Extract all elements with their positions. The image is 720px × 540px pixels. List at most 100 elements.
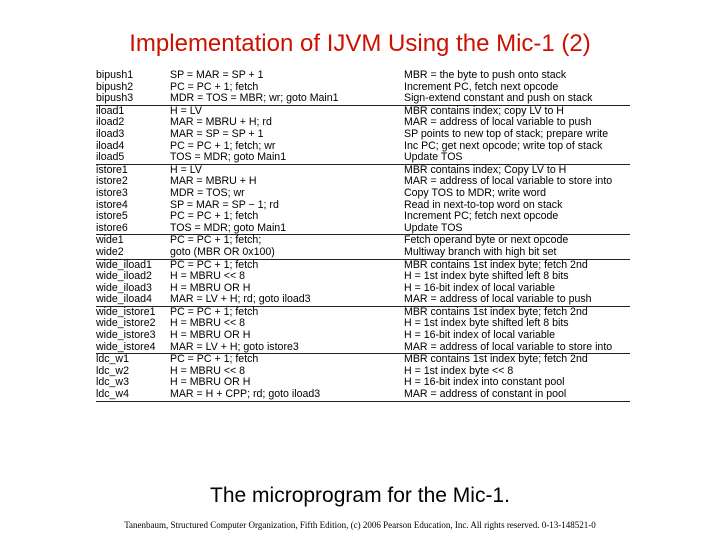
operations-cell: PC = PC + 1; fetch <box>170 258 259 271</box>
comment-cell: H = 16-bit index into constant pool <box>404 376 565 389</box>
operations-cell: PC = PC + 1; fetch <box>170 305 259 318</box>
operations-cell: H = LV <box>170 104 202 117</box>
label-cell: ldc_w2 <box>96 364 129 377</box>
comment-cell: Update TOS <box>404 151 463 164</box>
operations-cell: PC = PC + 1; fetch <box>170 353 259 366</box>
label-cell: wide2 <box>96 245 124 258</box>
operations-cell: MAR = MBRU + H; rd <box>170 116 272 129</box>
operations-cell: PC = PC + 1; fetch <box>170 80 259 93</box>
label-cell: wide_istore2 <box>96 317 156 330</box>
comment-cell: Sign-extend constant and push on stack <box>404 92 593 105</box>
table-row: wide_istore2 H = MBRU << 8 H = 1st index b… <box>96 318 630 330</box>
table-row: istore4 SP = MAR = SP − 1; rd Read in next… <box>96 198 630 212</box>
table-row: wide_istore1 PC = PC + 1; fetch MBR contai… <box>96 305 630 319</box>
table-row: wide_iload2 H = MBRU << 8 H = 1st index by… <box>96 270 630 283</box>
operations-cell: goto (MBR OR 0x100) <box>170 245 275 258</box>
operations-cell: H = MBRU << 8 <box>170 364 246 377</box>
label-cell: bipush1 <box>96 69 134 81</box>
comment-cell: MAR = address of local variable to store… <box>404 340 613 353</box>
comment-cell: H = 1st index byte << 8 <box>404 364 514 377</box>
label-cell: wide_iload4 <box>96 293 152 306</box>
label-cell: istore6 <box>96 221 128 234</box>
label-cell: iload5 <box>96 151 125 164</box>
table-row: istore6 TOS = MDR; goto Main1 Update TOS <box>96 221 630 235</box>
label-cell: iload2 <box>96 116 125 129</box>
operations-cell: MAR = SP = SP + 1 <box>170 127 264 140</box>
label-cell: iload1 <box>96 104 125 117</box>
table-row: istore3 MDR = TOS; wr Copy TOS to MDR; wri… <box>96 186 630 200</box>
table-row: istore5 PC = PC + 1; fetch Increment PC; f… <box>96 211 630 223</box>
table-row: bipush2 PC = PC + 1; fetch Increment PC, f… <box>96 80 630 94</box>
operations-cell: H = MBRU OR H <box>170 329 251 342</box>
comment-cell: H = 1st index byte shifted left 8 bits <box>404 270 569 283</box>
comment-cell: MAR = address of local variable to store… <box>404 175 613 188</box>
comment-cell: Increment PC; fetch next opcode <box>404 210 559 223</box>
label-cell: wide_istore3 <box>96 329 156 342</box>
instruction-group: wide_istore1 PC = PC + 1; fetch MBR contai… <box>96 305 630 355</box>
comment-cell: MBR contains index; Copy LV to H <box>404 163 567 176</box>
operations-cell: PC = PC + 1; fetch; <box>170 234 262 247</box>
label-cell: istore5 <box>96 210 128 223</box>
operations-cell: H = MBRU << 8 <box>170 270 246 283</box>
operations-cell: SP = MAR = SP + 1 <box>170 69 264 81</box>
comment-cell: H = 16-bit index of local variable <box>404 329 556 342</box>
operations-cell: MDR = TOS = MBR; wr; goto Main1 <box>170 92 339 105</box>
instruction-group: wide1 PC = PC + 1; fetch; Fetch operand by… <box>96 234 630 260</box>
microprogram-table: bipush1 SP = MAR = SP + 1 MBR = the byte t… <box>96 69 630 402</box>
table-row: ldc_w3 H = MBRU OR H H = 16-bit index into… <box>96 377 630 389</box>
table-row: wide_istore3 H = MBRU OR H H = 16-bit inde… <box>96 329 630 342</box>
label-cell: ldc_w1 <box>96 353 129 366</box>
label-cell: iload3 <box>96 127 125 140</box>
comment-cell: MBR contains index; copy LV to H <box>404 104 564 117</box>
figure-caption: The microprogram for the Mic-1. <box>210 484 510 507</box>
label-cell: bipush2 <box>96 80 134 93</box>
comment-cell: Inc PC; get next opcode; write top of st… <box>404 139 603 152</box>
comment-cell: Update TOS <box>404 221 463 234</box>
label-cell: wide_istore1 <box>96 305 156 318</box>
label-cell: bipush3 <box>96 92 134 105</box>
operations-cell: MDR = TOS; wr <box>170 186 245 199</box>
operations-cell: MAR = LV + H; goto istore3 <box>170 340 299 353</box>
comment-cell: H = 16-bit index of local variable <box>404 281 556 294</box>
comment-cell: Copy TOS to MDR; write word <box>404 186 547 199</box>
table-row: wide_iload4 MAR = LV + H; rd; goto iload3… <box>96 294 630 306</box>
table-row: iload2 MAR = MBRU + H; rd MAR = address of… <box>96 117 630 129</box>
operations-cell: PC = PC + 1; fetch <box>170 210 259 223</box>
label-cell: istore4 <box>96 198 128 211</box>
table-row: bipush1 SP = MAR = SP + 1 MBR = the byte t… <box>96 69 630 82</box>
operations-cell: SP = MAR = SP − 1; rd <box>170 198 279 211</box>
copyright-footer: Tanenbaum, Structured Computer Organizat… <box>124 520 596 530</box>
comment-cell: MAR = address of constant in pool <box>404 388 567 401</box>
comment-cell: SP points to new top of stack; prepare w… <box>404 127 609 140</box>
label-cell: istore3 <box>96 186 128 199</box>
slide-title: Implementation of IJVM Using the Mic-1 (… <box>129 30 591 57</box>
label-cell: wide_iload2 <box>96 270 152 283</box>
instruction-group: ldc_w1 PC = PC + 1; fetch MBR contains 1st… <box>96 354 630 402</box>
instruction-group: istore1 H = LV MBR contains index; Copy LV… <box>96 163 630 236</box>
table-row: ldc_w2 H = MBRU << 8 H = 1st index byte <<… <box>96 364 630 378</box>
operations-cell: MAR = H + CPP; rd; goto iload3 <box>170 388 321 401</box>
table-row: wide_iload1 PC = PC + 1; fetch MBR contain… <box>96 258 630 272</box>
label-cell: ldc_w3 <box>96 376 129 389</box>
comment-cell: MBR = the byte to push onto stack <box>404 69 567 81</box>
label-cell: wide_iload1 <box>96 258 152 271</box>
table-row: ldc_w1 PC = PC + 1; fetch MBR contains 1st… <box>96 354 630 366</box>
table-row: iload3 MAR = SP = SP + 1 SP points to new … <box>96 127 630 141</box>
comment-cell: Multiway branch with high bit set <box>404 245 557 258</box>
label-cell: wide_istore4 <box>96 340 156 353</box>
label-cell: iload4 <box>96 139 125 152</box>
instruction-group: iload1 H = LV MBR contains index; copy LV … <box>96 104 630 165</box>
comment-cell: Increment PC, fetch next opcode <box>404 80 559 93</box>
operations-cell: PC = PC + 1; fetch; wr <box>170 139 276 152</box>
table-row: iload1 H = LV MBR contains index; copy LV … <box>96 104 630 118</box>
operations-cell: H = MBRU OR H <box>170 376 251 389</box>
comment-cell: MAR = address of local variable to push <box>404 293 592 306</box>
comment-cell: H = 1st index byte shifted left 8 bits <box>404 317 569 330</box>
operations-cell: H = LV <box>170 163 202 176</box>
table-row: iload4 PC = PC + 1; fetch; wr Inc PC; get … <box>96 139 630 153</box>
operations-cell: MAR = MBRU + H <box>170 175 257 188</box>
table-row: bipush3 MDR = TOS = MBR; wr; goto Main1 Si… <box>96 93 630 105</box>
label-cell: wide1 <box>96 234 124 247</box>
comment-cell: Read in next-to-top word on stack <box>404 198 563 211</box>
operations-cell: TOS = MDR; goto Main1 <box>170 151 287 164</box>
